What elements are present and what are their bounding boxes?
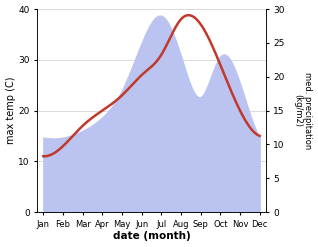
Y-axis label: max temp (C): max temp (C): [5, 77, 16, 144]
X-axis label: date (month): date (month): [113, 231, 190, 242]
Y-axis label: med. precipitation
(kg/m2): med. precipitation (kg/m2): [293, 72, 313, 149]
